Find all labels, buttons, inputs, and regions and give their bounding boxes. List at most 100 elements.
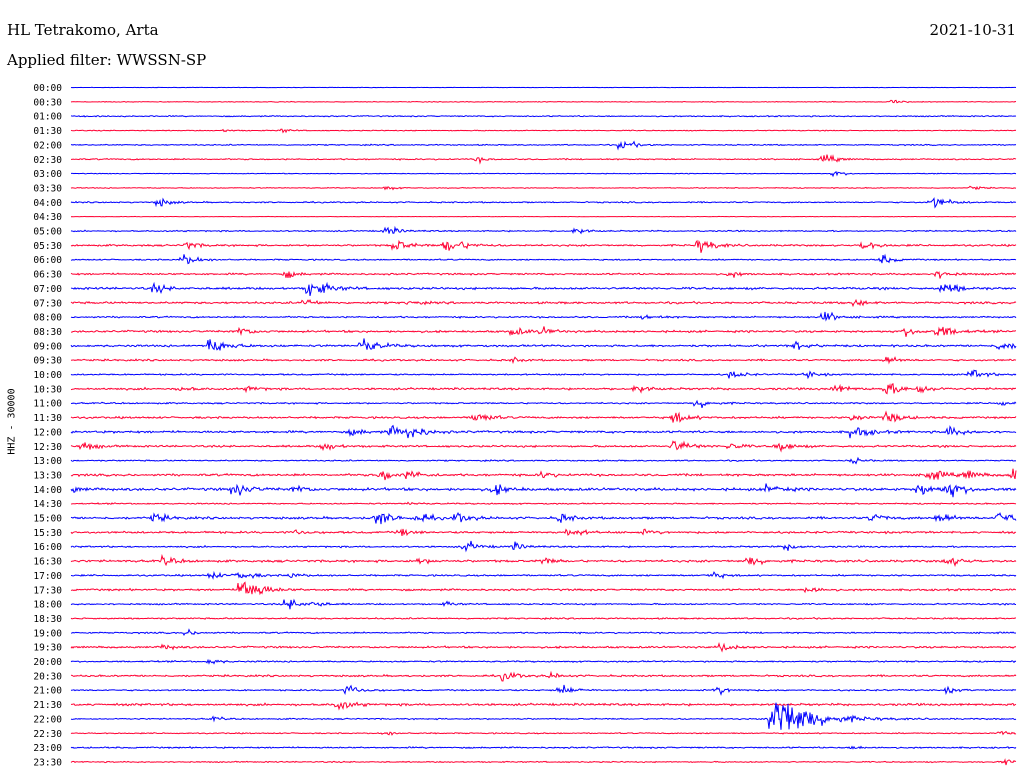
time-tick-label: 07:00 bbox=[33, 284, 62, 295]
time-tick-label: 05:30 bbox=[33, 241, 62, 252]
trace-row bbox=[70, 701, 1017, 711]
time-tick-label: 03:30 bbox=[33, 183, 62, 194]
trace-row bbox=[70, 424, 1017, 439]
time-tick-label: 16:30 bbox=[33, 557, 62, 568]
trace-row bbox=[70, 730, 1017, 736]
trace-row bbox=[70, 540, 1017, 553]
time-tick-label: 09:00 bbox=[33, 341, 62, 352]
trace-row bbox=[70, 140, 1017, 151]
trace-row bbox=[70, 298, 1017, 308]
time-tick-label: 12:00 bbox=[33, 427, 62, 438]
time-tick-label: 04:00 bbox=[33, 198, 62, 209]
time-tick-label: 03:00 bbox=[33, 169, 62, 180]
time-tick-label: 10:00 bbox=[33, 370, 62, 381]
time-tick-label: 13:00 bbox=[33, 456, 62, 467]
time-tick-label: 21:00 bbox=[33, 686, 62, 697]
trace-row bbox=[70, 356, 1017, 365]
time-tick-label: 02:00 bbox=[33, 140, 62, 151]
trace-row bbox=[70, 185, 1017, 191]
time-tick-label: 00:30 bbox=[33, 97, 62, 108]
time-tick-label: 18:30 bbox=[33, 614, 62, 625]
time-tick-label: 11:30 bbox=[33, 413, 62, 424]
time-tick-label: 14:30 bbox=[33, 499, 62, 510]
time-tick-label: 15:30 bbox=[33, 528, 62, 539]
trace-row bbox=[70, 670, 1017, 682]
trace-row bbox=[70, 399, 1017, 409]
trace-row bbox=[70, 239, 1017, 253]
trace-row bbox=[70, 271, 1017, 279]
time-tick-label: 20:00 bbox=[33, 657, 62, 668]
trace-row bbox=[70, 684, 1017, 696]
time-tick-label: 07:30 bbox=[33, 298, 62, 309]
time-tick-label: 23:00 bbox=[33, 743, 62, 754]
trace-row bbox=[70, 456, 1017, 465]
time-tick-label: 11:00 bbox=[33, 399, 62, 410]
trace-row bbox=[70, 501, 1017, 506]
date-label: 2021-10-31 bbox=[929, 21, 1016, 39]
time-tick-label: 17:00 bbox=[33, 571, 62, 582]
trace-row bbox=[70, 114, 1017, 118]
time-tick-label: 08:30 bbox=[33, 327, 62, 338]
trace-row bbox=[70, 658, 1017, 665]
trace-row bbox=[70, 410, 1017, 423]
time-tick-labels: 00:00 00:30 01:00 01:30 02:00 02:30 03:00 03:30… bbox=[33, 83, 62, 768]
trace-row bbox=[70, 281, 1017, 297]
trace-row bbox=[70, 383, 1017, 395]
time-tick-label: 22:00 bbox=[33, 714, 62, 725]
time-tick-label: 01:30 bbox=[33, 126, 62, 137]
trace-row bbox=[70, 598, 1016, 610]
filter-label: Applied filter: WWSSN-SP bbox=[7, 51, 207, 69]
trace-row bbox=[70, 369, 1017, 380]
time-tick-label: 13:30 bbox=[33, 470, 62, 481]
time-tick-label: 10:30 bbox=[33, 384, 62, 395]
time-tick-label: 18:00 bbox=[33, 600, 62, 611]
time-tick-label: 06:00 bbox=[33, 255, 62, 266]
seismic-traces bbox=[70, 86, 1017, 766]
trace-row bbox=[70, 311, 1017, 322]
trace-row bbox=[70, 128, 1017, 134]
time-tick-label: 04:30 bbox=[33, 212, 62, 223]
trace-row bbox=[70, 745, 1017, 750]
time-tick-label: 19:00 bbox=[33, 628, 62, 639]
trace-row bbox=[70, 440, 1017, 453]
trace-row bbox=[70, 528, 1017, 537]
trace-row bbox=[70, 170, 1017, 178]
trace-row bbox=[70, 758, 1017, 766]
time-tick-label: 17:30 bbox=[33, 585, 62, 596]
time-tick-label: 06:30 bbox=[33, 270, 62, 281]
trace-row bbox=[70, 215, 1017, 218]
time-tick-label: 16:00 bbox=[33, 542, 62, 553]
trace-row bbox=[70, 702, 1017, 730]
time-tick-label: 01:00 bbox=[33, 112, 62, 123]
time-tick-label: 08:00 bbox=[33, 313, 62, 324]
trace-row bbox=[70, 642, 1017, 653]
trace-row bbox=[70, 511, 1017, 525]
trace-row bbox=[70, 581, 1017, 596]
trace-row bbox=[70, 99, 1017, 104]
time-tick-label: 22:30 bbox=[33, 729, 62, 740]
station-title: HL Tetrakomo, Arta bbox=[7, 21, 159, 39]
trace-row bbox=[70, 225, 1017, 235]
time-tick-label: 15:00 bbox=[33, 514, 62, 525]
time-tick-label: 00:00 bbox=[33, 83, 62, 94]
trace-row bbox=[70, 468, 1017, 481]
time-tick-label: 14:00 bbox=[33, 485, 62, 496]
time-tick-label: 12:30 bbox=[33, 442, 62, 453]
trace-row bbox=[70, 616, 1017, 621]
time-tick-label: 21:30 bbox=[33, 700, 62, 711]
time-tick-label: 20:30 bbox=[33, 671, 62, 682]
trace-row bbox=[70, 253, 1017, 265]
time-tick-label: 09:30 bbox=[33, 356, 62, 367]
trace-row bbox=[70, 570, 1017, 580]
trace-row bbox=[70, 628, 1017, 636]
trace-row bbox=[70, 338, 1017, 351]
trace-row bbox=[70, 553, 1017, 567]
time-tick-label: 02:30 bbox=[33, 155, 62, 166]
trace-row bbox=[70, 86, 1017, 89]
trace-row bbox=[70, 326, 1017, 337]
trace-row bbox=[70, 197, 1017, 209]
trace-row bbox=[70, 154, 1017, 165]
time-tick-label: 05:00 bbox=[33, 227, 62, 238]
trace-row bbox=[70, 483, 1017, 498]
